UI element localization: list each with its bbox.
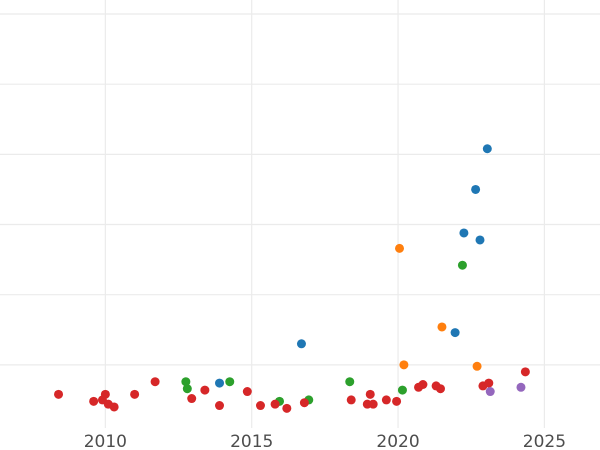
- data-point-blue: [482, 144, 492, 154]
- data-point-red: [368, 399, 378, 409]
- x-axis-ticks: 2010 2015 2020 2025: [84, 432, 566, 450]
- data-point-red: [520, 367, 530, 377]
- data-point-red: [346, 395, 356, 405]
- data-point-red: [381, 395, 391, 405]
- x-tick-label: 2025: [523, 432, 566, 450]
- data-point-red: [270, 399, 280, 409]
- data-point-red: [418, 379, 428, 389]
- data-point-purple: [516, 382, 526, 392]
- data-point-orange: [395, 243, 405, 253]
- data-point-red: [484, 378, 494, 388]
- data-point-red: [435, 384, 445, 394]
- data-point-blue: [471, 184, 481, 194]
- data-point-red: [187, 394, 197, 404]
- data-point-red: [282, 403, 292, 413]
- data-point-orange: [472, 361, 482, 371]
- data-points: [54, 144, 530, 413]
- grid: [0, 0, 600, 428]
- data-point-red: [392, 396, 402, 406]
- data-point-red: [100, 389, 110, 399]
- data-point-red: [299, 398, 309, 408]
- data-point-red: [200, 385, 210, 395]
- data-point-orange: [437, 322, 447, 332]
- data-point-blue: [450, 328, 460, 338]
- data-point-blue: [215, 378, 225, 388]
- data-point-green: [457, 260, 467, 270]
- data-point-red: [89, 396, 99, 406]
- x-tick-label: 2010: [84, 432, 127, 450]
- data-point-green: [181, 377, 191, 387]
- data-point-blue: [475, 235, 485, 245]
- data-point-blue: [296, 339, 306, 349]
- data-point-red: [150, 377, 160, 387]
- data-point-red: [109, 402, 119, 412]
- x-tick-label: 2020: [376, 432, 419, 450]
- x-tick-label: 2015: [230, 432, 273, 450]
- data-point-green: [182, 384, 192, 394]
- data-point-red: [365, 389, 375, 399]
- data-point-blue: [459, 228, 469, 238]
- data-point-red: [215, 401, 225, 411]
- data-point-orange: [399, 360, 409, 370]
- data-point-purple: [485, 387, 495, 397]
- data-point-red: [242, 387, 252, 397]
- data-point-green: [397, 385, 407, 395]
- data-point-green: [225, 377, 235, 387]
- data-point-red: [54, 389, 64, 399]
- data-point-green: [345, 377, 355, 387]
- data-point-red: [130, 389, 140, 399]
- data-point-red: [255, 401, 265, 411]
